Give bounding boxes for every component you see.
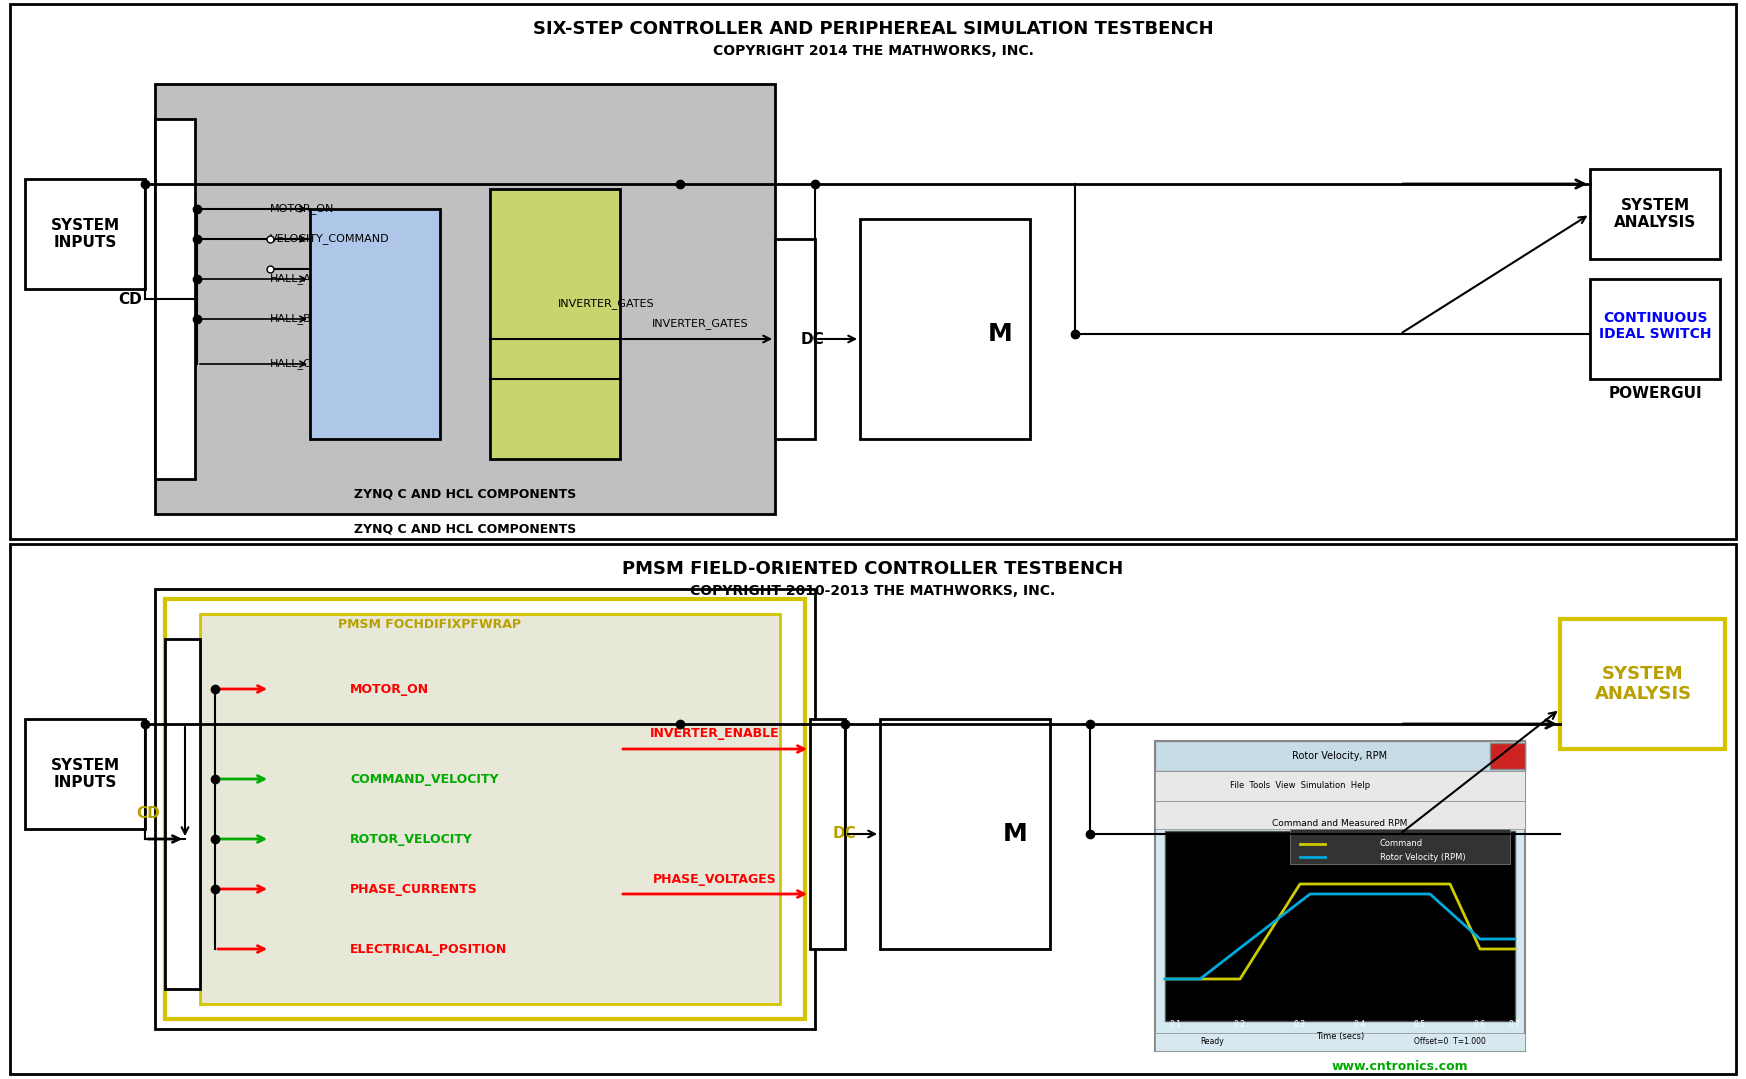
Text: 0.1: 0.1 [1170, 1020, 1180, 1029]
Text: INVERTER_GATES: INVERTER_GATES [559, 299, 655, 310]
Bar [24, 719, 145, 829]
Bar [1591, 279, 1720, 379]
Text: COMMAND_VELOCITY: COMMAND_VELOCITY [349, 773, 499, 786]
Bar [166, 639, 201, 989]
Text: M: M [988, 322, 1013, 346]
Text: VELOCITY_COMMAND: VELOCITY_COMMAND [271, 233, 389, 245]
Text: 0.6: 0.6 [1474, 1020, 1486, 1029]
Text: 0.3: 0.3 [1294, 1020, 1306, 1029]
Text: HALL_B: HALL_B [271, 314, 313, 325]
Text: 0.5: 0.5 [1414, 1020, 1426, 1029]
Text: Command: Command [1379, 839, 1423, 848]
Text: CONTINUOUS
IDEAL SWITCH: CONTINUOUS IDEAL SWITCH [1599, 311, 1711, 341]
Bar [810, 719, 845, 950]
Text: PMSM FOCHDIFIXPFWRAP: PMSM FOCHDIFIXPFWRAP [339, 617, 522, 630]
Text: COPYRIGHT 2010-2013 THE MATHWORKS, INC.: COPYRIGHT 2010-2013 THE MATHWORKS, INC. [690, 584, 1056, 598]
Text: SYSTEM
INPUTS: SYSTEM INPUTS [51, 218, 119, 250]
Bar [1156, 741, 1524, 1051]
Bar [155, 589, 815, 1029]
Bar [491, 189, 620, 459]
Text: Ready: Ready [1200, 1038, 1224, 1047]
Text: COPYRIGHT 2014 THE MATHWORKS, INC.: COPYRIGHT 2014 THE MATHWORKS, INC. [712, 44, 1034, 58]
Bar [1591, 169, 1720, 259]
Text: DC: DC [833, 827, 857, 842]
Text: www.cntronics.com: www.cntronics.com [1332, 1061, 1468, 1074]
Bar [775, 240, 815, 439]
Bar [1156, 771, 1524, 801]
Text: Command and Measured RPM: Command and Measured RPM [1273, 819, 1407, 829]
Text: Offset=0  T=1.000: Offset=0 T=1.000 [1414, 1038, 1486, 1047]
Text: PHASE_VOLTAGES: PHASE_VOLTAGES [653, 873, 777, 886]
Text: INVERTER_GATES: INVERTER_GATES [651, 318, 749, 329]
Bar [1165, 831, 1516, 1021]
Bar [155, 119, 196, 479]
Bar [1559, 619, 1725, 749]
Text: PMSM FIELD-ORIENTED CONTROLLER TESTBENCH: PMSM FIELD-ORIENTED CONTROLLER TESTBENCH [622, 560, 1124, 578]
Text: 0.4: 0.4 [1353, 1020, 1365, 1029]
Text: SYSTEM
ANALYSIS: SYSTEM ANALYSIS [1613, 197, 1695, 230]
Text: HALL_A: HALL_A [271, 274, 313, 285]
Text: Time (secs): Time (secs) [1316, 1033, 1364, 1041]
Bar [1156, 741, 1524, 771]
Text: HALL_C: HALL_C [271, 358, 313, 369]
Text: 0.2: 0.2 [1234, 1020, 1247, 1029]
Text: Rotor Velocity, RPM: Rotor Velocity, RPM [1292, 751, 1388, 761]
Circle shape [925, 259, 1076, 409]
Text: DC: DC [800, 331, 824, 346]
Bar [155, 84, 775, 514]
Text: CD: CD [119, 291, 141, 306]
Bar [861, 219, 1030, 439]
Text: M: M [1002, 822, 1027, 846]
Bar [10, 4, 1736, 540]
Text: ELECTRICAL_POSITION: ELECTRICAL_POSITION [349, 942, 508, 956]
Bar [880, 719, 1049, 950]
Text: ROTOR_VELOCITY: ROTOR_VELOCITY [349, 833, 473, 846]
Text: File  Tools  View  Simulation  Help: File Tools View Simulation Help [1229, 781, 1371, 791]
Bar [1489, 743, 1524, 769]
Text: ZYNQ C AND HCL COMPONENTS: ZYNQ C AND HCL COMPONENTS [354, 488, 576, 501]
Bar [201, 614, 780, 1003]
Text: SYSTEM
INPUTS: SYSTEM INPUTS [51, 757, 119, 790]
Bar [311, 209, 440, 439]
Bar [1156, 1033, 1524, 1051]
Bar [10, 544, 1736, 1074]
Text: SYSTEM
ANALYSIS: SYSTEM ANALYSIS [1594, 665, 1692, 704]
Text: SIX-STEP CONTROLLER AND PERIPHEREAL SIMULATION TESTBENCH: SIX-STEP CONTROLLER AND PERIPHEREAL SIMU… [533, 21, 1213, 38]
Bar [1290, 829, 1510, 864]
Text: MOTOR_ON: MOTOR_ON [271, 204, 335, 215]
Text: ZYNQ C AND HCL COMPONENTS: ZYNQ C AND HCL COMPONENTS [354, 522, 576, 535]
Text: CD: CD [136, 806, 161, 821]
Text: POWERGUI: POWERGUI [1608, 386, 1702, 401]
Bar [166, 599, 805, 1019]
Bar [1156, 801, 1524, 829]
Text: PHASE_CURRENTS: PHASE_CURRENTS [349, 883, 478, 896]
Text: INVERTER_ENABLE: INVERTER_ENABLE [650, 727, 780, 740]
Text: Rotor Velocity (RPM): Rotor Velocity (RPM) [1379, 852, 1465, 861]
Bar [24, 179, 145, 289]
Circle shape [939, 759, 1090, 909]
Text: 0.7: 0.7 [1509, 1020, 1521, 1029]
Text: MOTOR_ON: MOTOR_ON [349, 683, 430, 696]
